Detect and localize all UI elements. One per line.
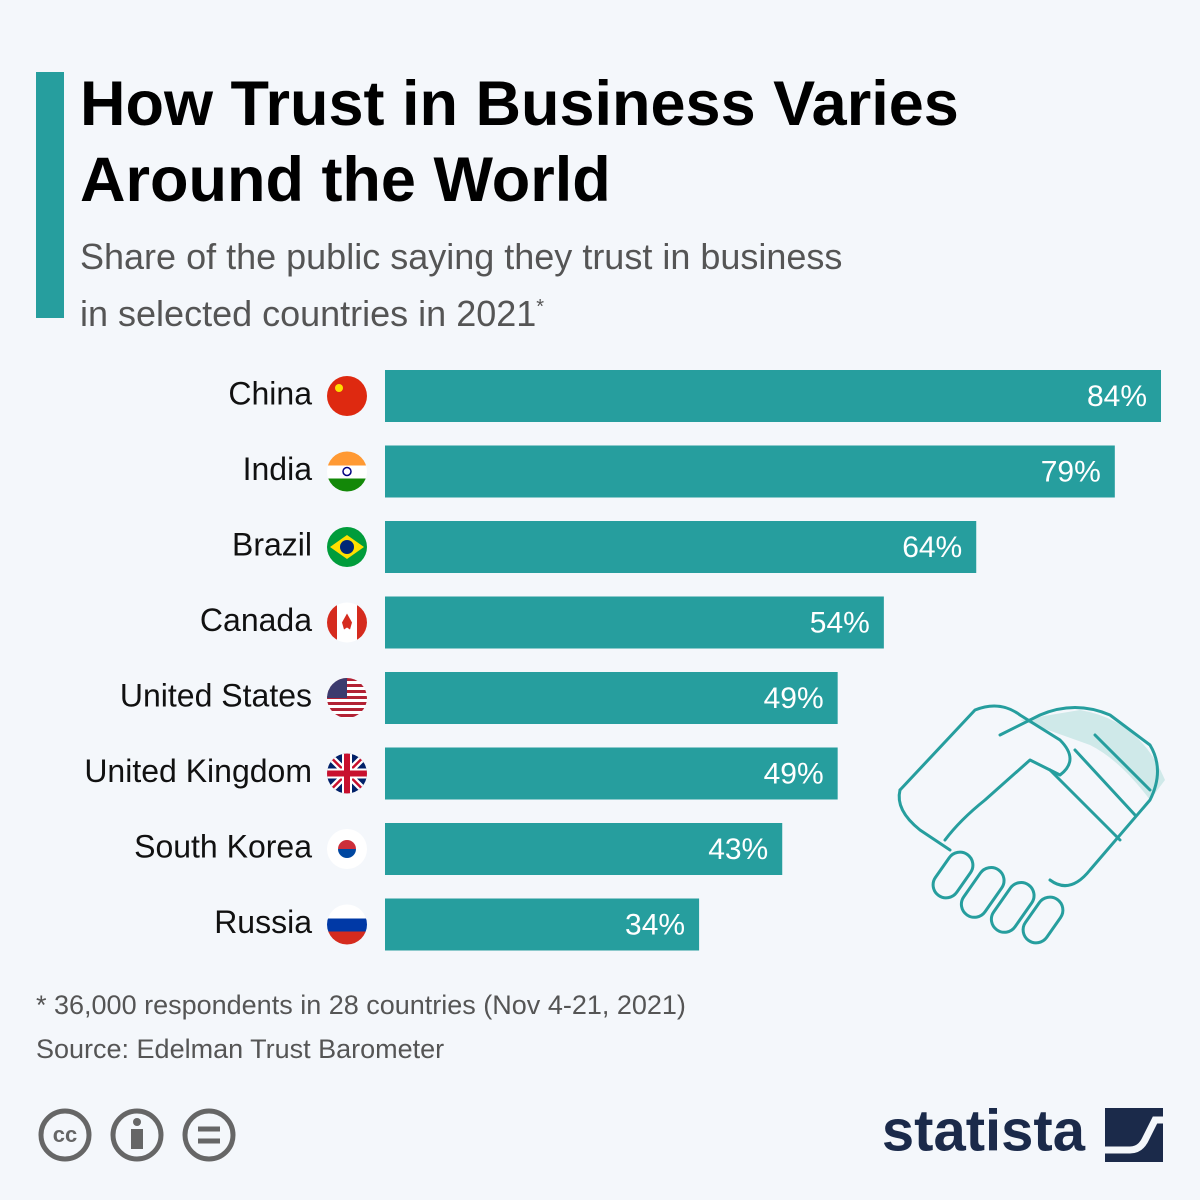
flag-part	[327, 478, 367, 492]
flag	[327, 527, 367, 567]
flag-part	[327, 708, 367, 711]
category-label: Russia	[214, 904, 312, 940]
category-label: United Kingdom	[84, 753, 312, 789]
flag-part	[342, 613, 352, 630]
accent-bar	[36, 72, 64, 318]
value-label: 34%	[625, 908, 685, 941]
subtitle-marker: *	[536, 296, 545, 318]
value-label: 43%	[708, 833, 768, 866]
bar	[385, 823, 783, 875]
flag-part	[327, 702, 367, 705]
flag-part	[340, 540, 354, 554]
license-label: cc	[53, 1122, 77, 1147]
handshake-illustration	[897, 704, 1165, 945]
value-label: 64%	[902, 531, 962, 564]
footnote: * 36,000 respondents in 28 countries (No…	[36, 990, 686, 1020]
flag-part	[357, 602, 367, 643]
flag	[327, 376, 367, 416]
category-label: China	[228, 375, 312, 411]
bar	[385, 596, 884, 649]
value-label: 49%	[764, 682, 824, 715]
flag	[327, 829, 367, 869]
flag	[327, 602, 367, 643]
title-line: Around the World	[80, 145, 611, 215]
flag-part	[327, 678, 347, 698]
category-label: India	[243, 451, 313, 487]
flag	[327, 451, 367, 492]
flag-part	[327, 465, 367, 479]
value-label: 54%	[810, 606, 870, 639]
brand: statista	[882, 1098, 1086, 1163]
bar	[385, 445, 1115, 498]
flag	[327, 678, 367, 718]
flag-part	[335, 384, 343, 392]
flag-part	[327, 451, 367, 466]
flag-part	[327, 904, 367, 919]
bar	[385, 747, 838, 800]
bar	[385, 521, 977, 573]
title-line: How Trust in Business Varies	[80, 69, 959, 139]
subtitle-line: Share of the public saying they trust in…	[80, 236, 843, 277]
flag-part	[327, 714, 367, 717]
flag-part	[327, 753, 367, 794]
flag-part	[338, 840, 356, 849]
value-label: 84%	[1087, 380, 1147, 413]
license-icons	[38, 1108, 236, 1162]
source: Source: Edelman Trust Barometer	[36, 1034, 445, 1064]
bar	[385, 898, 700, 951]
category-label: Brazil	[232, 526, 312, 562]
flag	[327, 904, 367, 945]
brand-logo	[1105, 1108, 1163, 1162]
category-label: Canada	[200, 602, 312, 638]
subtitle: Share of the public saying they trust in…	[80, 232, 842, 339]
category-label: South Korea	[134, 828, 312, 864]
bar	[385, 370, 1161, 422]
flag-part	[327, 376, 367, 416]
flag-part	[338, 849, 356, 858]
value-label: 79%	[1041, 455, 1101, 488]
bar	[385, 672, 838, 724]
flag-part	[327, 931, 367, 945]
title: How Trust in Business Varies Around the …	[80, 66, 959, 218]
flag-part	[327, 918, 367, 932]
flag	[327, 753, 367, 794]
subtitle-text: in selected countries in 2021	[80, 293, 537, 334]
flag-part	[327, 602, 337, 643]
flag-part	[342, 466, 352, 477]
value-label: 49%	[764, 757, 824, 790]
category-label: United States	[120, 677, 312, 713]
subtitle-line: in selected countries in 2021*	[80, 282, 842, 339]
